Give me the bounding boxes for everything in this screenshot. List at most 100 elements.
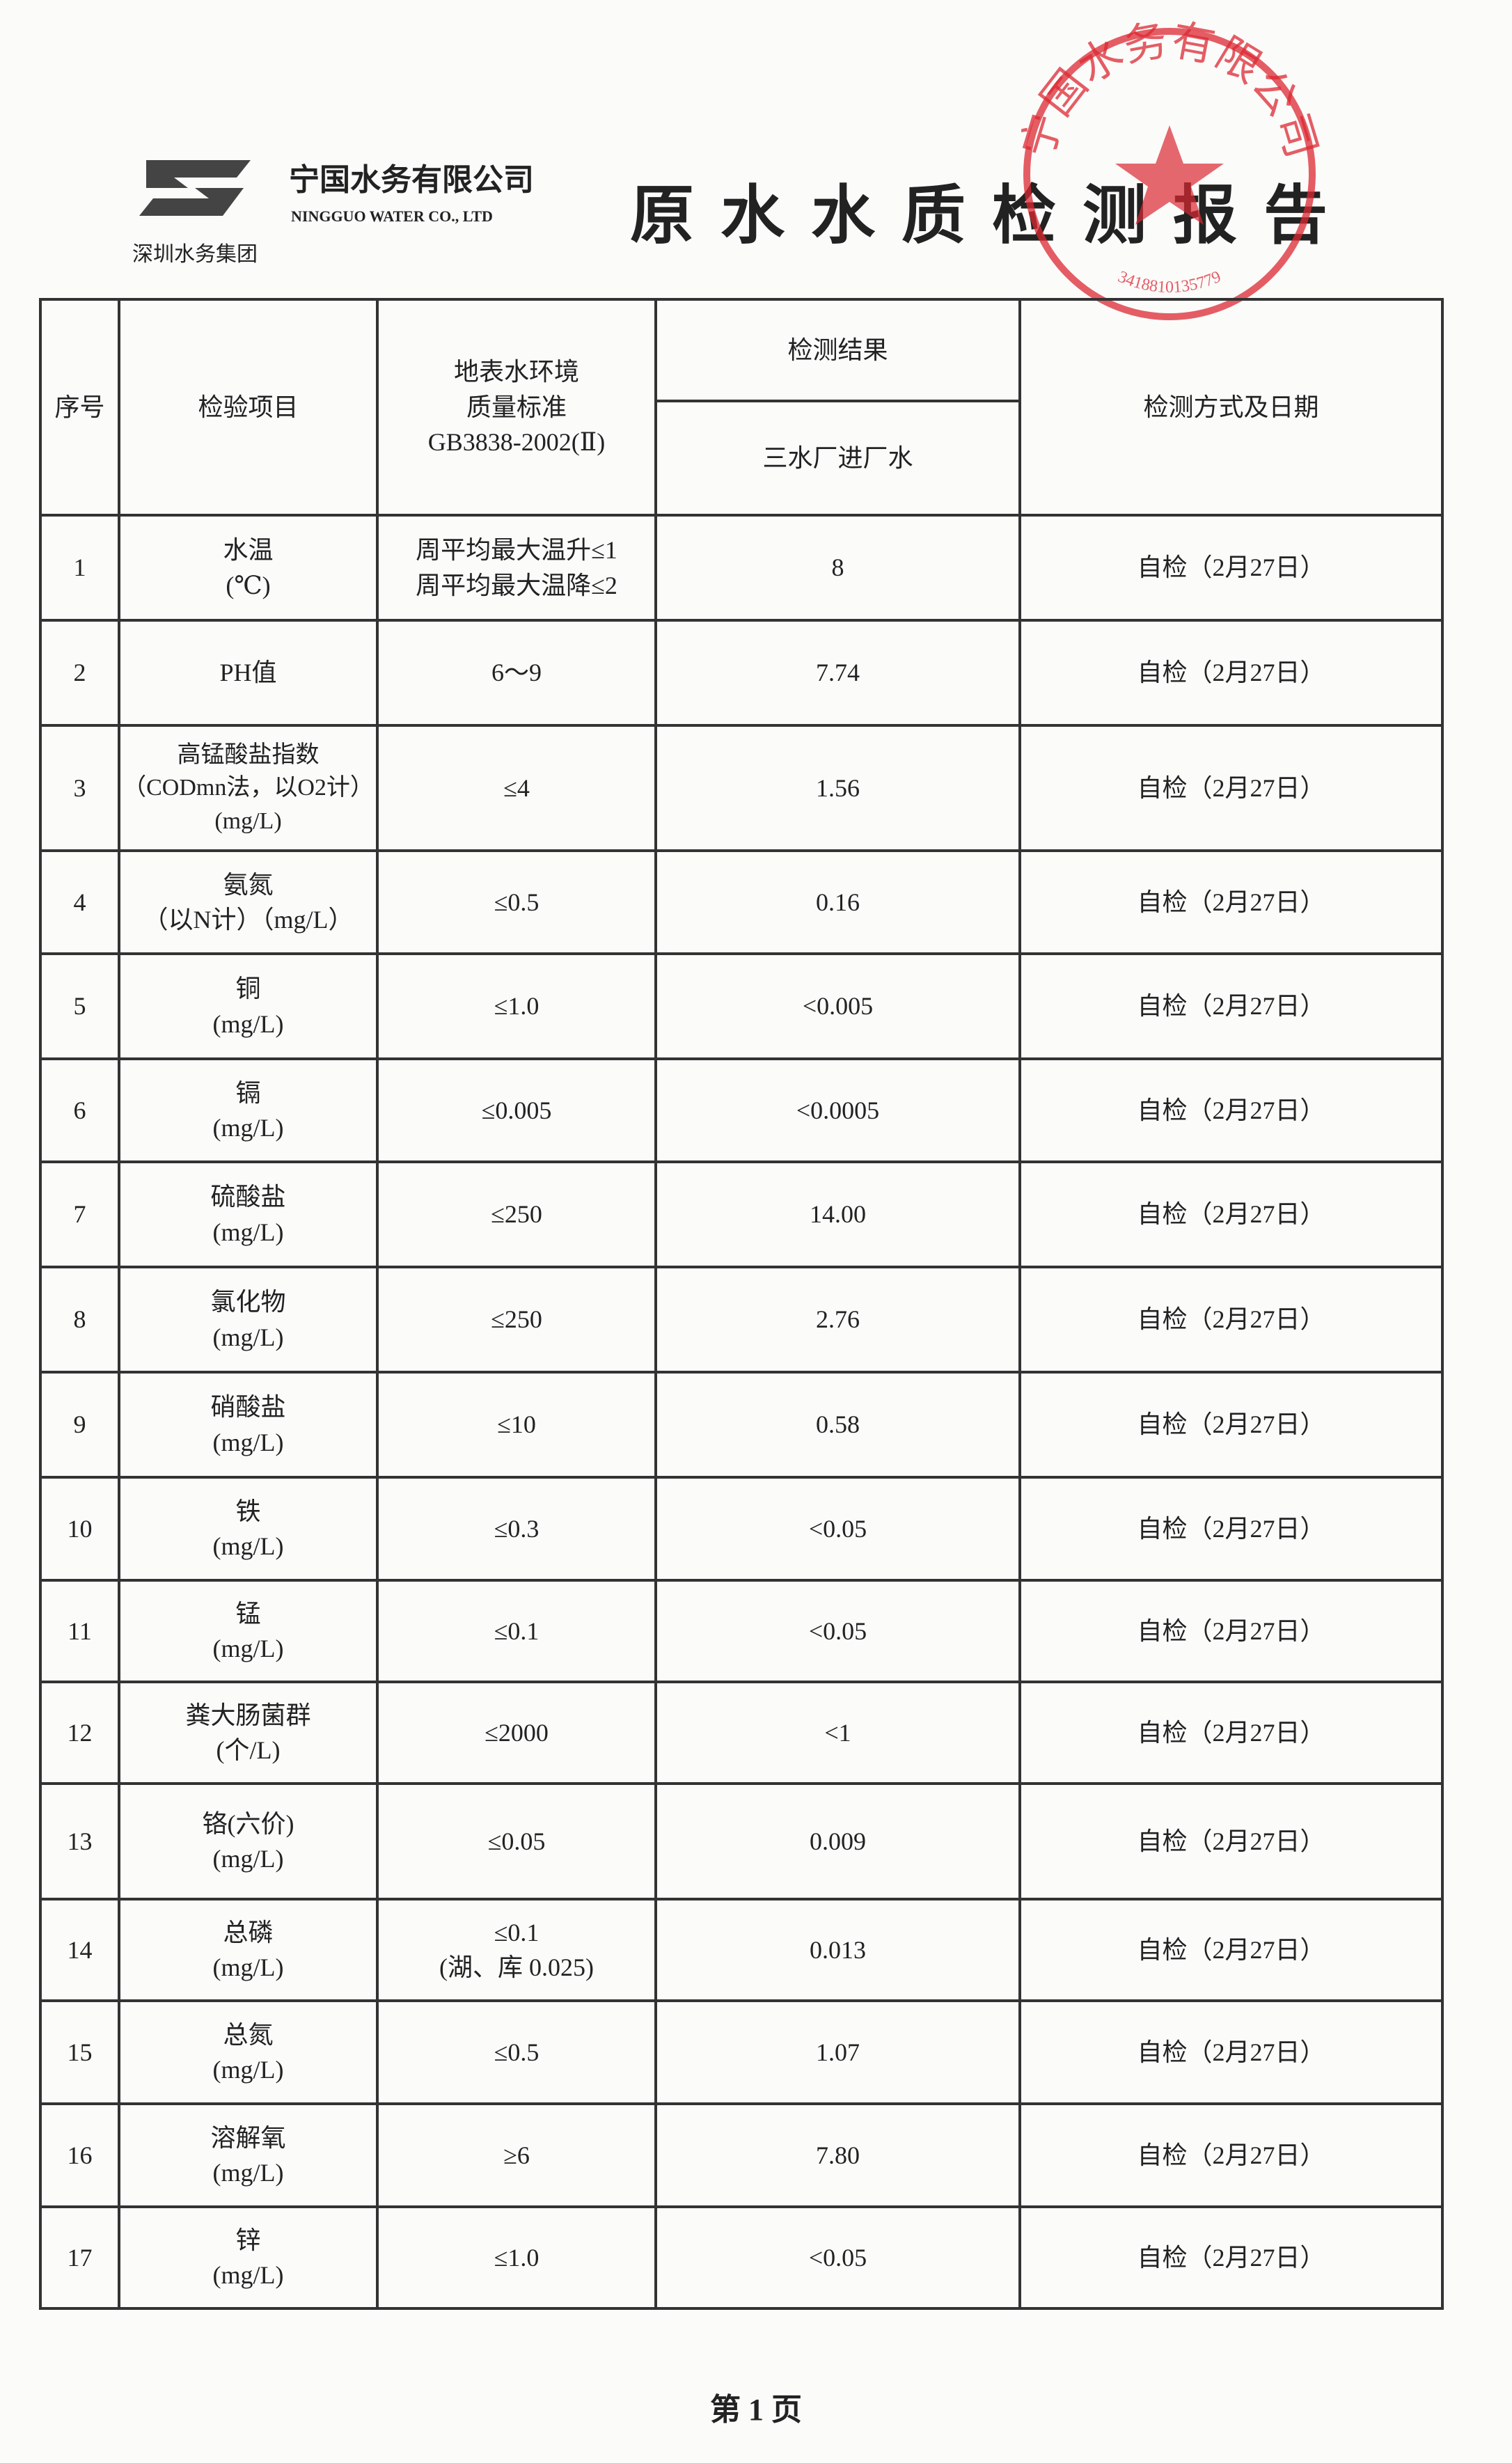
cell-standard: ≤4 bbox=[376, 724, 657, 852]
cell-result: <0.0005 bbox=[654, 1057, 1021, 1163]
cell-method: 自检（2月27日） bbox=[1018, 1266, 1444, 1374]
group-name: 深圳水务集团 bbox=[132, 243, 258, 266]
cell-method: 自检（2月27日） bbox=[1018, 2102, 1444, 2208]
item-line: (mg/L) bbox=[212, 2261, 284, 2289]
standard-line: ≤0.5 bbox=[494, 2038, 540, 2066]
company-en: NINGGUO WATER CO., LTD bbox=[291, 207, 493, 225]
header-standard-line: 地表水环境 bbox=[453, 358, 579, 386]
standard-line: ≤0.05 bbox=[487, 1827, 546, 1855]
item-line: (mg/L) bbox=[212, 1953, 284, 1981]
table-row: 14 总磷 (mg/L) ≤0.1 (湖、库 0.025) 0.013 自检（2月27日） bbox=[39, 1898, 1444, 2002]
standard-line: ≥6 bbox=[503, 2141, 530, 2169]
item-line: 铜 bbox=[235, 975, 261, 1003]
cell-result: 0.013 bbox=[654, 1898, 1021, 2002]
cell-standard: ≤0.1 bbox=[376, 1579, 657, 1683]
cell-no: 13 bbox=[39, 1782, 120, 1901]
standard-line: ≤10 bbox=[497, 1410, 536, 1439]
standard-line: (湖、库 0.025) bbox=[439, 1953, 594, 1981]
cell-standard: ≥6 bbox=[376, 2102, 657, 2208]
cell-standard: ≤2000 bbox=[376, 1681, 657, 1785]
item-line: 总氮 bbox=[223, 2020, 274, 2049]
cell-no: 4 bbox=[39, 849, 120, 955]
cell-standard: ≤1.0 bbox=[376, 952, 657, 1060]
cell-item: 硫酸盐 (mg/L) bbox=[118, 1160, 379, 1268]
cell-result: 0.58 bbox=[654, 1371, 1021, 1479]
cell-standard: ≤1.0 bbox=[376, 2205, 657, 2310]
cell-method: 自检（2月27日） bbox=[1018, 1476, 1444, 1582]
cell-item: PH值 bbox=[118, 619, 379, 727]
table-row: 15 总氮 (mg/L) ≤0.5 1.07 自检（2月27日） bbox=[39, 1999, 1444, 2105]
svg-text:3418810135779: 3418810135779 bbox=[1115, 268, 1224, 297]
table-row: 8 氯化物 (mg/L) ≤250 2.76 自检（2月27日） bbox=[39, 1266, 1444, 1374]
cell-result: 7.80 bbox=[654, 2102, 1021, 2208]
item-line: 镉 bbox=[235, 1078, 261, 1107]
table-row: 9 硝酸盐 (mg/L) ≤10 0.58 自检（2月27日） bbox=[39, 1371, 1444, 1479]
table-row: 2 PH值 6～9 7.74 自检（2月27日） bbox=[39, 619, 1444, 727]
standard-line: ≤250 bbox=[491, 1200, 542, 1229]
standard-line: ≤1.0 bbox=[494, 992, 540, 1021]
cell-result: 8 bbox=[654, 514, 1021, 622]
cell-no: 3 bbox=[39, 724, 120, 852]
cell-no: 14 bbox=[39, 1898, 120, 2002]
standard-line: ≤250 bbox=[491, 1305, 542, 1334]
cell-no: 12 bbox=[39, 1681, 120, 1785]
item-line: 铁 bbox=[235, 1497, 261, 1525]
item-line: (个/L) bbox=[216, 1736, 281, 1764]
cell-standard: ≤0.05 bbox=[376, 1782, 657, 1901]
item-line: (mg/L) bbox=[212, 1635, 284, 1662]
cell-method: 自检（2月27日） bbox=[1018, 1782, 1444, 1901]
cell-no: 15 bbox=[39, 1999, 120, 2105]
cell-no: 17 bbox=[39, 2205, 120, 2310]
cell-method: 自检（2月27日） bbox=[1018, 1898, 1444, 2002]
item-line: 溶解氧 bbox=[210, 2123, 286, 2152]
item-line: (mg/L) bbox=[212, 1114, 284, 1142]
cell-item: 锰 (mg/L) bbox=[118, 1579, 379, 1683]
cell-no: 6 bbox=[39, 1057, 120, 1163]
cell-result: 14.00 bbox=[654, 1160, 1021, 1268]
cell-method: 自检（2月27日） bbox=[1018, 1681, 1444, 1785]
standard-line: ≤1.0 bbox=[494, 2243, 540, 2272]
cell-standard: ≤0.005 bbox=[376, 1057, 657, 1163]
cell-item: 铁 (mg/L) bbox=[118, 1476, 379, 1582]
cell-method: 自检（2月27日） bbox=[1018, 1371, 1444, 1479]
item-line: 高锰酸盐指数 bbox=[177, 741, 320, 768]
stamp: 宁国水务有限公司 3418810135779 bbox=[1016, 21, 1323, 320]
cell-item: 锌 (mg/L) bbox=[118, 2205, 379, 2310]
cell-result: <0.05 bbox=[654, 1476, 1021, 1582]
cell-method: 自检（2月27日） bbox=[1018, 619, 1444, 727]
company-name: 宁国水务有限公司 bbox=[289, 162, 534, 198]
item-line: 水温 bbox=[223, 536, 274, 565]
cell-standard: ≤250 bbox=[376, 1160, 657, 1268]
cell-item: 铜 (mg/L) bbox=[118, 952, 379, 1060]
page-number: 第 1 页 bbox=[710, 2393, 802, 2427]
standard-line: ≤2000 bbox=[485, 1718, 549, 1747]
header-standard: 地表水环境 质量标准 GB3838-2002(Ⅱ) bbox=[376, 298, 657, 517]
cell-standard: ≤250 bbox=[376, 1266, 657, 1374]
logo bbox=[139, 160, 251, 216]
cell-item: 镉 (mg/L) bbox=[118, 1057, 379, 1163]
item-line: 锰 bbox=[235, 1599, 261, 1628]
item-line: 氯化物 bbox=[210, 1288, 286, 1316]
header-no: 序号 bbox=[39, 298, 120, 517]
item-line: (℃) bbox=[226, 571, 271, 599]
cell-method: 自检（2月27日） bbox=[1018, 1160, 1444, 1268]
table-row: 11 锰 (mg/L) ≤0.1 <0.05 自检（2月27日） bbox=[39, 1579, 1444, 1683]
cell-no: 5 bbox=[39, 952, 120, 1060]
header-method: 检测方式及日期 bbox=[1018, 298, 1444, 517]
standard-line: 6～9 bbox=[491, 659, 542, 687]
report-title: 原水水质检测报告 bbox=[630, 180, 1355, 251]
cell-item: 总氮 (mg/L) bbox=[118, 1999, 379, 2105]
cell-item: 粪大肠菌群 (个/L) bbox=[118, 1681, 379, 1785]
item-line: 总磷 bbox=[223, 1918, 274, 1946]
cell-result: <0.05 bbox=[654, 2205, 1021, 2310]
table-row: 16 溶解氧 (mg/L) ≥6 7.80 自检（2月27日） bbox=[39, 2102, 1444, 2208]
item-line: (mg/L) bbox=[212, 1218, 284, 1246]
cell-item: 铬(六价) (mg/L) bbox=[118, 1782, 379, 1901]
standard-line: ≤4 bbox=[503, 773, 530, 802]
table-row: 4 氨氮 （以N计）（mg/L） ≤0.5 0.16 自检（2月27日） bbox=[39, 849, 1444, 955]
item-line: 氨氮 bbox=[223, 870, 274, 899]
header-result: 检测结果 bbox=[654, 298, 1021, 402]
table-row: 12 粪大肠菌群 (个/L) ≤2000 <1 自检（2月27日） bbox=[39, 1681, 1444, 1785]
cell-no: 9 bbox=[39, 1371, 120, 1479]
